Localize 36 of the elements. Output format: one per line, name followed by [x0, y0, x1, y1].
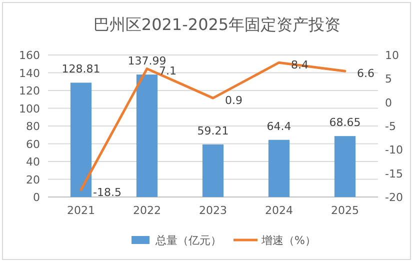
- y2-tick-label: 5: [385, 72, 392, 86]
- bar: [334, 136, 356, 197]
- bar: [136, 74, 158, 197]
- x-tick-label: 2021: [67, 204, 95, 217]
- y-tick-label: 0: [33, 191, 40, 204]
- x-tick-label: 2022: [133, 204, 161, 217]
- y-tick-label: 160: [19, 49, 40, 62]
- y2-tick-label: -20: [385, 191, 403, 204]
- y-tick-label: 100: [19, 102, 40, 116]
- data-label: 128.81: [62, 62, 100, 76]
- y2-tick-label: -5: [385, 120, 396, 133]
- y-tick-label: 60: [26, 138, 40, 151]
- bar: [268, 140, 290, 197]
- y-tick-label: 40: [26, 156, 40, 168]
- data-label: 68.65: [329, 116, 361, 130]
- y-tick-label: 80: [26, 120, 40, 133]
- y-tick-label: 120: [19, 84, 40, 98]
- legend-label: 增速（%）: [260, 234, 316, 247]
- y2-tick-label: -10: [385, 144, 403, 157]
- y2-tick-label: 0: [385, 96, 392, 110]
- legend-label: 总量（亿元）: [154, 234, 222, 247]
- data-label: 6.6: [357, 67, 374, 80]
- bar: [70, 82, 92, 197]
- x-tick-label: 2023: [199, 204, 227, 217]
- x-tick-label: 2025: [331, 204, 359, 217]
- y2-tick-label: 10: [385, 49, 399, 62]
- data-label: 59.21: [197, 124, 229, 138]
- y-tick-label: 140: [19, 66, 40, 80]
- data-label: 64.4: [266, 120, 292, 133]
- x-tick-label: 2024: [265, 204, 293, 217]
- data-label: -18.5: [93, 186, 122, 199]
- y-tick-label: 20: [26, 173, 40, 186]
- data-label: 0.9: [225, 94, 242, 108]
- chart-title: 巴州区2021-2025年固定资产投资: [93, 15, 341, 34]
- bar: [202, 144, 224, 197]
- y2-tick-label: -15: [385, 167, 403, 180]
